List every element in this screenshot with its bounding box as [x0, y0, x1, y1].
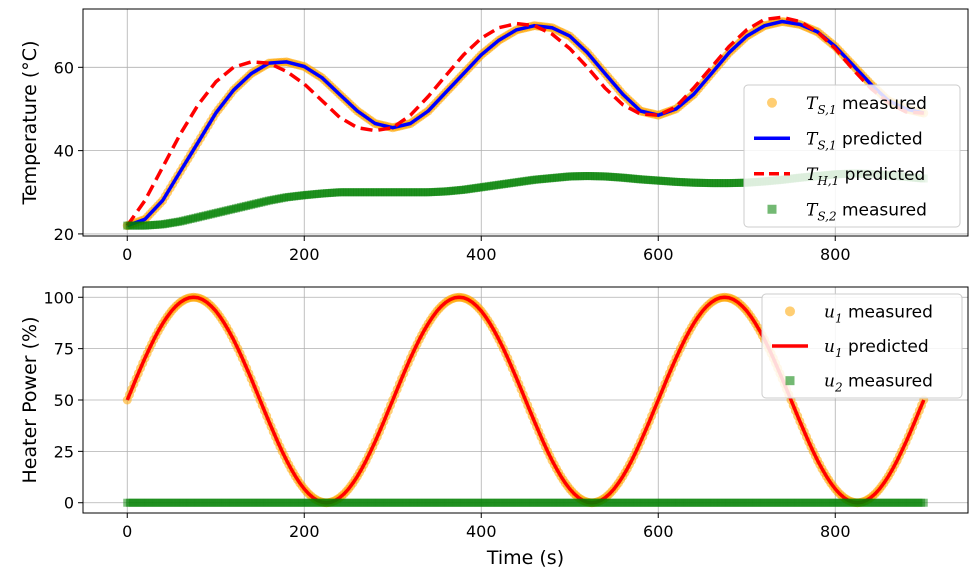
series-t-s-1-predicted — [126, 19, 925, 228]
legend-marker — [785, 306, 795, 317]
x-tick-label: 800 — [820, 522, 851, 541]
x-tick-label: 200 — [289, 245, 320, 264]
axes-frame — [82, 8, 969, 237]
x-tick-label: 800 — [820, 245, 851, 264]
y-axis-label: Temperature (°C) — [19, 41, 41, 206]
series-line — [126, 19, 925, 228]
x-tick-label: 400 — [466, 245, 497, 264]
y-tick-label: 100 — [43, 288, 74, 307]
series-line — [125, 295, 926, 505]
y-tick-label: 40 — [54, 142, 74, 161]
series-t-s-2-measured — [123, 169, 928, 230]
x-tick-label: 400 — [466, 522, 497, 541]
y-tick-label: 75 — [54, 340, 74, 359]
legend: u1 measured u1 predicted u2 measured — [761, 293, 963, 399]
x-tick-label: 600 — [643, 245, 674, 264]
y-tick-label: 20 — [54, 225, 74, 244]
x-tick-label: 200 — [289, 522, 320, 541]
series-u-1-predicted — [125, 295, 926, 505]
legend-label: TH,1 predicted — [806, 165, 925, 188]
x-tick-label: 0 — [122, 522, 132, 541]
legend-label: TS,1 predicted — [806, 129, 923, 152]
series-t-h-1-predicted — [125, 15, 924, 227]
data-point — [919, 498, 928, 507]
legend-label: TS,1 measured — [806, 94, 927, 117]
legend-label: u2 measured — [824, 372, 933, 395]
legend-label: TS,2 measured — [806, 200, 927, 223]
temperature-plot: 0 200 400 600 800 20 40 60 Temperature (°C) TS,1 … — [19, 8, 969, 264]
legend-label: u1 measured — [824, 302, 933, 325]
x-axis-label: Time (s) — [486, 547, 564, 569]
legend-marker — [767, 204, 777, 214]
series-line — [125, 15, 924, 227]
legend-marker — [785, 376, 795, 386]
legend-marker — [767, 97, 777, 108]
x-tick-label: 0 — [122, 245, 132, 264]
y-tick-label: 0 — [64, 494, 74, 513]
y-tick-label: 60 — [54, 58, 74, 77]
legend-label: u1 predicted — [824, 337, 929, 360]
legend: TS,1 measured TS,1 predicted TH,1 predicte… — [743, 84, 961, 228]
y-tick-label: 25 — [54, 442, 74, 461]
y-tick-label: 50 — [54, 391, 74, 410]
y-axis-label: Heater Power (%) — [19, 317, 41, 484]
series-u-2-measured — [123, 498, 928, 507]
x-tick-label: 600 — [643, 522, 674, 541]
